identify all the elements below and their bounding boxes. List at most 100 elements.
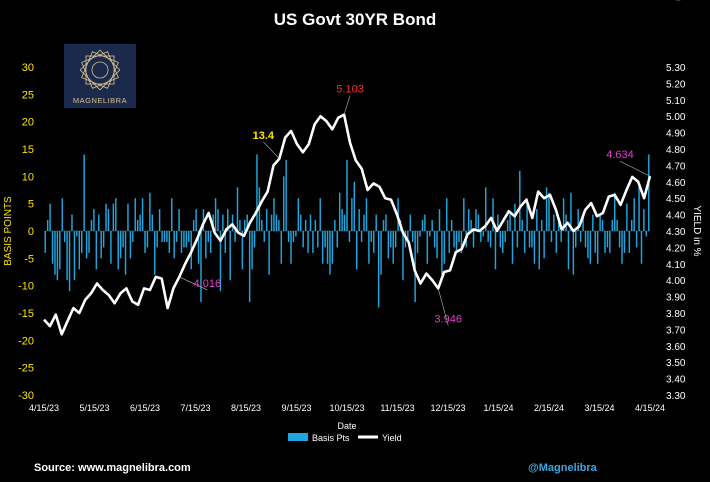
annotation-label: 13.4 — [666, 0, 688, 3]
logo-wordmark: MAGNELIBRA — [72, 96, 128, 105]
basis-pts-bar — [392, 231, 394, 264]
basis-pts-bar — [426, 231, 429, 264]
basis-pts-bar — [326, 231, 329, 264]
basis-pts-bar — [611, 220, 614, 231]
basis-pts-bar — [419, 231, 421, 237]
basis-pts-bar — [358, 209, 360, 231]
basis-pts-bar — [409, 214, 412, 231]
x-tick-label: 9/15/23 — [281, 403, 311, 413]
basis-pts-bar — [217, 209, 219, 231]
basis-pts-bar — [609, 231, 611, 253]
basis-pts-bar — [382, 220, 385, 231]
basis-pts-bar — [146, 231, 149, 248]
basis-pts-bar — [98, 214, 100, 231]
basis-pts-bar — [363, 214, 365, 231]
x-tick-label: 12/15/23 — [430, 403, 465, 413]
basis-pts-bar — [304, 220, 307, 231]
basis-pts-bar — [83, 154, 85, 231]
yield-line — [43, 113, 652, 336]
annotation-label: 5.103 — [336, 84, 364, 96]
basis-pts-bar — [621, 231, 623, 264]
basis-pts-bar — [214, 198, 217, 231]
right-tick-label: 4.70 — [666, 161, 686, 172]
basis-pts-bar — [528, 231, 531, 248]
right-tick-label: 3.60 — [666, 342, 686, 353]
basis-pts-bar — [540, 220, 543, 231]
basis-pts-bar — [616, 220, 618, 231]
basis-pts-bar — [385, 214, 387, 231]
basis-pts-bar — [100, 231, 102, 259]
source-note: Source: www.magnelibra.com — [34, 462, 191, 474]
basis-pts-bar — [110, 231, 112, 264]
left-tick-label: 20 — [22, 117, 34, 129]
basis-pts-bar — [307, 231, 309, 253]
basis-pts-bar — [504, 231, 506, 242]
legend-swatch-basis-pts — [288, 433, 308, 441]
basis-pts-bar — [202, 209, 205, 231]
twitter-handle[interactable]: @Magnelibra — [528, 462, 597, 474]
basis-pts-bar — [596, 231, 599, 264]
basis-pts-bar — [594, 231, 596, 253]
basis-pts-bar — [521, 220, 523, 231]
basis-pts-bar — [570, 192, 572, 231]
basis-pts-bar — [287, 231, 290, 242]
basis-pts-bar — [319, 198, 321, 231]
basis-pts-bar — [353, 181, 356, 231]
basis-pts-bar — [506, 220, 509, 231]
x-tick-label: 8/15/23 — [231, 403, 261, 413]
left-tick-label: 25 — [22, 89, 34, 101]
basis-pts-bar — [463, 198, 465, 231]
left-tick-label: 15 — [22, 144, 34, 156]
basis-pts-bar — [312, 231, 314, 253]
basis-pts-bar — [248, 231, 251, 303]
basis-pts-bar — [136, 220, 139, 231]
basis-pts-bar — [158, 209, 161, 231]
annotation-label: 4.634 — [606, 149, 634, 161]
basis-pts-bar — [548, 192, 550, 231]
basis-pts-bar — [538, 231, 540, 270]
left-tick-label: -5 — [24, 253, 34, 265]
basis-pts-bar — [553, 214, 555, 231]
right-tick-label: 4.90 — [666, 129, 686, 140]
right-tick-label: 3.70 — [666, 325, 686, 336]
basis-pts-bar — [119, 231, 122, 259]
basis-pts-bar — [509, 214, 511, 231]
basis-pts-bar — [487, 231, 489, 242]
basis-pts-bar — [105, 203, 107, 231]
basis-pts-bar — [324, 231, 326, 248]
basis-pts-bar — [601, 220, 604, 231]
basis-pts-bar — [256, 154, 258, 231]
basis-pts-bar — [59, 231, 61, 270]
basis-pts-bar — [80, 231, 83, 253]
basis-pts-bar — [429, 231, 431, 237]
basis-pts-bar — [458, 231, 460, 242]
basis-pts-bar — [633, 198, 635, 231]
basis-pts-bar — [511, 231, 514, 264]
basis-pts-bar — [300, 214, 302, 231]
basis-pts-bar — [631, 220, 633, 231]
basis-pts-bar — [438, 209, 441, 231]
basis-pts-bar — [387, 231, 390, 259]
basis-pts-bar — [302, 231, 304, 248]
basis-pts-bar — [589, 231, 592, 264]
basis-pts-bar — [268, 231, 270, 275]
basis-pts-bar — [71, 214, 73, 231]
basis-pts-bar — [61, 198, 63, 231]
basis-pts-bar — [526, 198, 528, 231]
right-tick-label: 4.80 — [666, 145, 686, 156]
basis-pts-bar — [144, 231, 146, 253]
basis-pts-bar — [407, 231, 409, 242]
basis-pts-bar — [102, 231, 105, 248]
basis-pts-bar — [446, 198, 448, 231]
legend-label-yield: Yield — [382, 433, 402, 443]
x-tick-label: 2/15/24 — [534, 403, 564, 413]
basis-pts-bar — [290, 231, 292, 264]
basis-pts-bar — [239, 220, 241, 231]
basis-pts-bar — [180, 231, 183, 253]
basis-pts-bar — [550, 231, 553, 242]
basis-pts-bar — [205, 231, 207, 259]
basis-pts-bar — [416, 231, 419, 253]
basis-pts-bar — [85, 231, 88, 259]
basis-pts-bar — [285, 159, 287, 231]
